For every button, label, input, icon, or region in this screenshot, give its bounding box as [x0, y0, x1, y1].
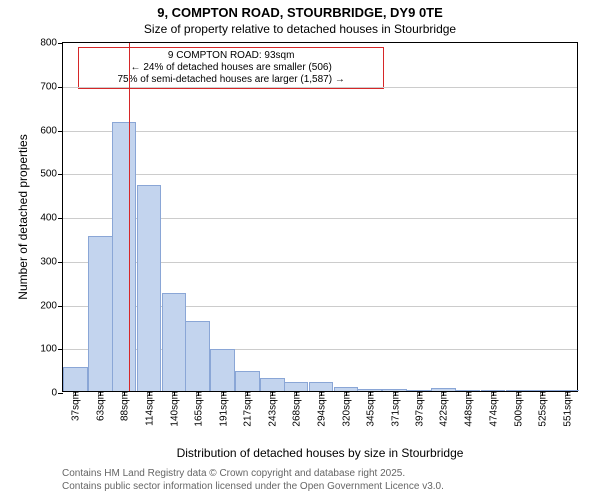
ytick-label: 0: [51, 388, 63, 399]
xtick-label: 140sqm: [167, 391, 180, 427]
xtick-label: 268sqm: [290, 391, 303, 427]
histogram-bar: [284, 382, 309, 391]
plot-area: 9 COMPTON ROAD: 93sqm← 24% of detached h…: [62, 42, 578, 392]
histogram-bar: [185, 321, 210, 391]
histogram-bar: [162, 293, 187, 391]
xtick-label: 243sqm: [266, 391, 279, 427]
x-axis-label: Distribution of detached houses by size …: [62, 446, 578, 460]
footer-line: Contains public sector information licen…: [62, 481, 600, 494]
ytick-label: 400: [40, 213, 63, 224]
figure-root: 9, COMPTON ROAD, STOURBRIDGE, DY9 0TE Si…: [0, 0, 600, 500]
histogram-bar: [210, 349, 235, 391]
histogram-bar: [235, 371, 260, 391]
xtick-label: 63sqm: [94, 391, 107, 421]
xtick-label: 217sqm: [241, 391, 254, 427]
xtick-label: 191sqm: [216, 391, 229, 427]
gridline: [63, 174, 577, 175]
annotation-box: 9 COMPTON ROAD: 93sqm← 24% of detached h…: [78, 47, 384, 89]
xtick-label: 294sqm: [315, 391, 328, 427]
gridline: [63, 131, 577, 132]
subject-marker-line: [129, 43, 130, 391]
y-axis-label: Number of detached properties: [16, 42, 30, 392]
annotation-line: 9 COMPTON ROAD: 93sqm: [83, 50, 379, 62]
figure-title-line1: 9, COMPTON ROAD, STOURBRIDGE, DY9 0TE: [0, 5, 600, 20]
xtick-label: 500sqm: [511, 391, 524, 427]
histogram-bar: [137, 185, 162, 391]
ytick-label: 200: [40, 300, 63, 311]
xtick-label: 371sqm: [388, 391, 401, 427]
ytick-label: 800: [40, 38, 63, 49]
gridline: [63, 87, 577, 88]
histogram-bar: [112, 122, 137, 391]
ytick-label: 600: [40, 125, 63, 136]
ytick-label: 700: [40, 81, 63, 92]
xtick-label: 165sqm: [191, 391, 204, 427]
xtick-label: 88sqm: [118, 391, 131, 421]
xtick-label: 345sqm: [363, 391, 376, 427]
xtick-label: 422sqm: [437, 391, 450, 427]
figure-title-line2: Size of property relative to detached ho…: [0, 22, 600, 36]
ytick-label: 100: [40, 344, 63, 355]
ytick-label: 300: [40, 256, 63, 267]
annotation-line: ← 24% of detached houses are smaller (50…: [83, 62, 379, 74]
xtick-label: 448sqm: [462, 391, 475, 427]
histogram-bar: [88, 236, 113, 391]
ytick-label: 500: [40, 169, 63, 180]
xtick-label: 474sqm: [487, 391, 500, 427]
annotation-line: 75% of semi-detached houses are larger (…: [83, 74, 379, 86]
xtick-label: 320sqm: [339, 391, 352, 427]
histogram-bar: [260, 378, 285, 391]
histogram-bar: [309, 382, 334, 391]
attribution-footer: Contains HM Land Registry data © Crown c…: [62, 468, 600, 493]
xtick-label: 37sqm: [69, 391, 82, 421]
xtick-label: 551sqm: [560, 391, 573, 427]
xtick-label: 114sqm: [143, 391, 156, 426]
xtick-label: 397sqm: [413, 391, 426, 427]
xtick-label: 525sqm: [535, 391, 548, 427]
histogram-bar: [63, 367, 88, 391]
footer-line: Contains HM Land Registry data © Crown c…: [62, 468, 600, 481]
